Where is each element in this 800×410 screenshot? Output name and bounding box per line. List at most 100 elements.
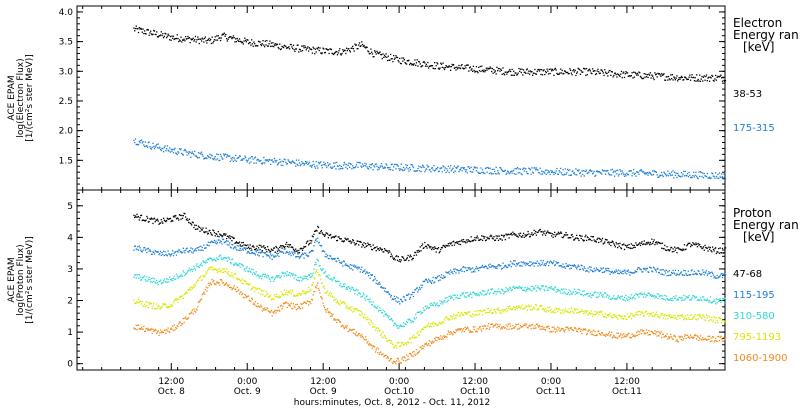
data-point — [145, 301, 147, 303]
data-point — [194, 248, 197, 250]
data-point — [576, 72, 578, 74]
data-point — [307, 162, 310, 165]
data-point — [467, 266, 469, 269]
data-point — [681, 314, 683, 316]
data-point — [457, 297, 459, 300]
data-point — [152, 277, 154, 279]
data-point — [528, 167, 530, 169]
data-point — [641, 77, 643, 80]
data-point — [586, 236, 588, 238]
data-point — [628, 316, 630, 318]
data-point — [497, 264, 500, 266]
data-point — [399, 57, 401, 60]
data-point — [655, 296, 658, 298]
data-point — [702, 246, 705, 248]
data-point — [702, 271, 705, 273]
data-point — [147, 29, 150, 31]
data-point — [343, 301, 345, 304]
data-point — [621, 315, 623, 317]
data-point — [174, 37, 176, 40]
data-point — [559, 232, 561, 234]
data-point — [148, 220, 150, 223]
data-point — [415, 317, 418, 319]
data-point — [342, 164, 345, 166]
data-point — [658, 73, 660, 75]
data-point — [572, 170, 574, 172]
data-point — [724, 80, 726, 82]
data-point — [604, 270, 606, 273]
data-point — [636, 74, 638, 76]
data-point — [468, 70, 470, 72]
data-point — [232, 36, 234, 39]
data-point — [145, 145, 147, 147]
data-point — [314, 241, 316, 244]
data-point — [350, 288, 352, 290]
data-point — [418, 334, 421, 336]
data-point — [472, 313, 475, 315]
data-point — [149, 218, 151, 220]
data-point — [441, 247, 443, 249]
data-point — [569, 236, 572, 239]
data-point — [535, 262, 537, 264]
data-point — [691, 297, 693, 299]
data-point — [452, 294, 454, 296]
data-point — [143, 246, 146, 249]
data-point — [467, 294, 469, 297]
data-point — [598, 313, 600, 315]
data-point — [668, 299, 670, 301]
data-point — [612, 272, 614, 274]
data-point — [579, 172, 581, 175]
data-point — [500, 310, 502, 312]
data-point — [187, 37, 190, 39]
data-point — [299, 248, 301, 250]
data-point — [196, 247, 198, 249]
data-point — [483, 237, 485, 239]
data-point — [412, 257, 415, 260]
data-point — [565, 262, 567, 265]
data-point — [636, 171, 638, 173]
data-point — [574, 237, 576, 240]
data-point — [163, 254, 165, 257]
data-point — [137, 302, 139, 304]
data-point — [336, 165, 339, 167]
data-point — [424, 65, 427, 67]
data-point — [266, 45, 269, 47]
data-point — [708, 301, 710, 303]
data-point — [270, 163, 272, 165]
data-point — [397, 297, 399, 299]
data-point — [716, 177, 718, 179]
data-point — [544, 70, 547, 73]
data-point — [216, 257, 218, 259]
data-point — [490, 172, 492, 174]
data-point — [175, 218, 178, 220]
data-point — [382, 287, 384, 289]
data-point — [509, 286, 511, 289]
data-point — [271, 277, 273, 279]
data-point — [280, 164, 282, 166]
data-point — [601, 296, 604, 298]
data-point — [515, 307, 517, 309]
data-point — [375, 282, 377, 285]
data-point — [232, 248, 235, 250]
data-point — [247, 284, 250, 286]
data-point — [488, 266, 491, 268]
data-point — [643, 172, 645, 174]
data-point — [389, 318, 391, 321]
data-point — [190, 223, 192, 225]
data-point — [403, 59, 405, 61]
data-point — [134, 302, 136, 304]
data-point — [525, 306, 528, 308]
data-point — [424, 241, 426, 244]
data-point — [637, 314, 639, 316]
data-point — [528, 70, 530, 72]
data-point — [412, 63, 414, 66]
data-point — [230, 157, 232, 159]
data-point — [519, 70, 521, 72]
data-point — [625, 245, 627, 247]
data-point — [402, 296, 405, 298]
data-point — [589, 269, 592, 271]
data-point — [200, 249, 203, 251]
data-point — [503, 236, 505, 238]
data-point — [558, 265, 560, 267]
data-point — [579, 235, 582, 237]
